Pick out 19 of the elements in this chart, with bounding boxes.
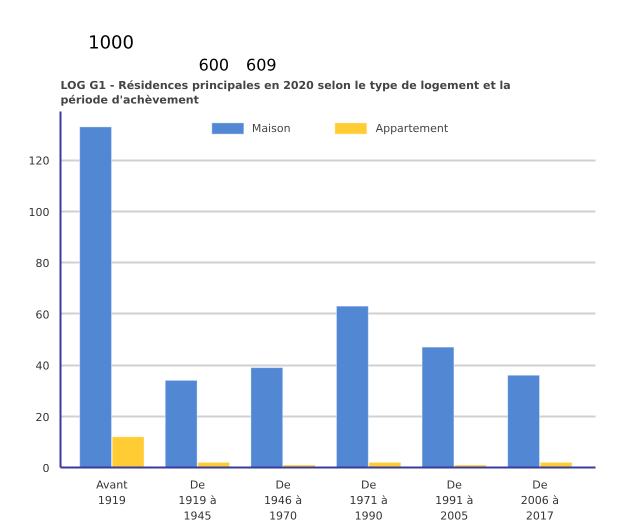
legend-label: Appartement: [376, 122, 448, 134]
text: 609: [246, 56, 277, 74]
legend-label: Maison: [252, 122, 291, 134]
x-tick-label: De 1946 à 1970: [264, 478, 302, 523]
y-tick-label: 80: [36, 257, 50, 270]
y-tick-label: 120: [28, 154, 50, 168]
x-tick-label: De 2006 à 2017: [520, 478, 559, 523]
y-tick-label: 0: [42, 462, 50, 475]
y-tick-label: 20: [36, 410, 50, 424]
text: 1000: [88, 32, 134, 54]
chart-title: LOG G1 - Résidences principales en 2020 selon le type de logement et la période d'achèvement: [60, 79, 511, 106]
x-tick-label: De 1919 à 1945: [178, 478, 217, 523]
x-tick-label: De 1991 à 2005: [435, 478, 474, 523]
y-tick-label: 60: [36, 308, 50, 322]
y-tick-label: 100: [28, 206, 50, 219]
y-tick-label: 40: [36, 360, 50, 373]
text: 600: [198, 56, 230, 74]
x-tick-label: Avant 1919: [96, 478, 128, 508]
x-tick-label: De 1971 à 1990: [350, 478, 388, 523]
